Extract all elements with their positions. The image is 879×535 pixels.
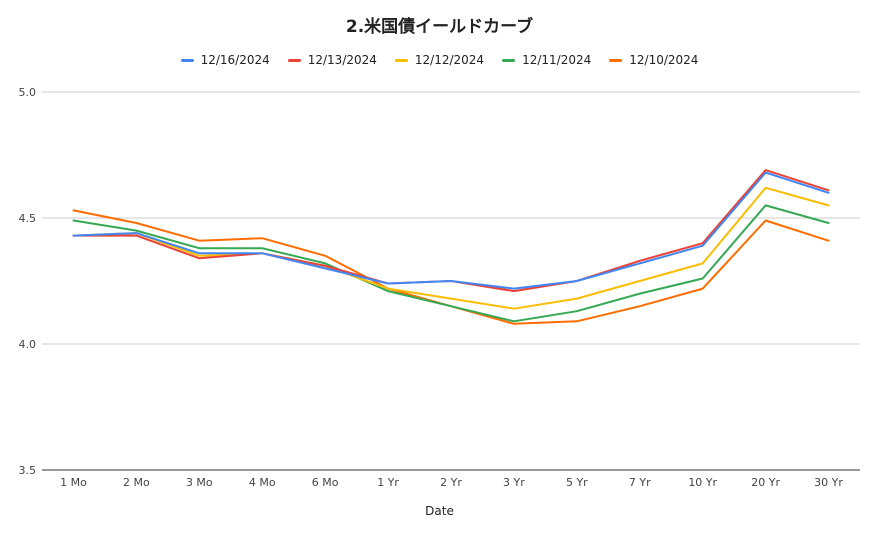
series-line-12/16/2024 bbox=[72, 171, 830, 290]
legend-swatch-3 bbox=[502, 58, 516, 62]
x-tick-label: 10 Yr bbox=[688, 476, 717, 489]
x-tick-label: 7 Yr bbox=[629, 476, 651, 489]
x-axis-label: Date bbox=[425, 504, 454, 518]
legend-item-1[interactable]: 12/13/2024 bbox=[287, 53, 377, 67]
x-tick-label: 1 Mo bbox=[60, 476, 87, 489]
legend-swatch-2 bbox=[394, 58, 408, 62]
series-line-12/12/2024 bbox=[72, 186, 830, 310]
x-tick-label: 2 Mo bbox=[123, 476, 150, 489]
x-tick-label: 4 Mo bbox=[249, 476, 276, 489]
legend-swatch-1 bbox=[287, 58, 301, 62]
series-line-12/11/2024 bbox=[72, 204, 830, 323]
legend-item-0[interactable]: 12/16/2024 bbox=[180, 53, 270, 67]
legend-swatch-0 bbox=[180, 58, 194, 62]
y-tick-label: 4.0 bbox=[19, 338, 37, 351]
legend-swatch-4 bbox=[609, 58, 623, 62]
legend-item-3[interactable]: 12/11/2024 bbox=[502, 53, 591, 67]
y-tick-label: 5.0 bbox=[19, 86, 37, 99]
y-tick-label: 4.5 bbox=[19, 212, 37, 225]
legend-item-2[interactable]: 12/12/2024 bbox=[394, 53, 485, 67]
legend-label-2: 12/12/2024 bbox=[414, 53, 485, 67]
legend: 12/16/2024 12/13/2024 12/12/2024 12/11/2… bbox=[0, 53, 879, 67]
x-tick-label: 20 Yr bbox=[751, 476, 780, 489]
x-tick-label: 5 Yr bbox=[566, 476, 588, 489]
x-tick-label: 3 Yr bbox=[503, 476, 525, 489]
legend-item-4[interactable]: 12/10/2024 bbox=[609, 53, 698, 67]
legend-label-4: 12/10/2024 bbox=[629, 53, 699, 67]
x-tick-label: 3 Mo bbox=[186, 476, 213, 489]
legend-label-1: 12/13/2024 bbox=[307, 53, 377, 67]
x-tick-label: 1 Yr bbox=[377, 476, 399, 489]
y-tick-label: 3.5 bbox=[19, 464, 37, 477]
legend-label-0: 12/16/2024 bbox=[200, 53, 270, 67]
x-tick-label: 6 Mo bbox=[312, 476, 339, 489]
x-tick-label: 2 Yr bbox=[440, 476, 462, 489]
x-tick-label: 30 Yr bbox=[814, 476, 843, 489]
legend-label-3: 12/11/2024 bbox=[522, 53, 592, 67]
chart-title: 2.米国債イールドカーブ bbox=[345, 17, 534, 37]
